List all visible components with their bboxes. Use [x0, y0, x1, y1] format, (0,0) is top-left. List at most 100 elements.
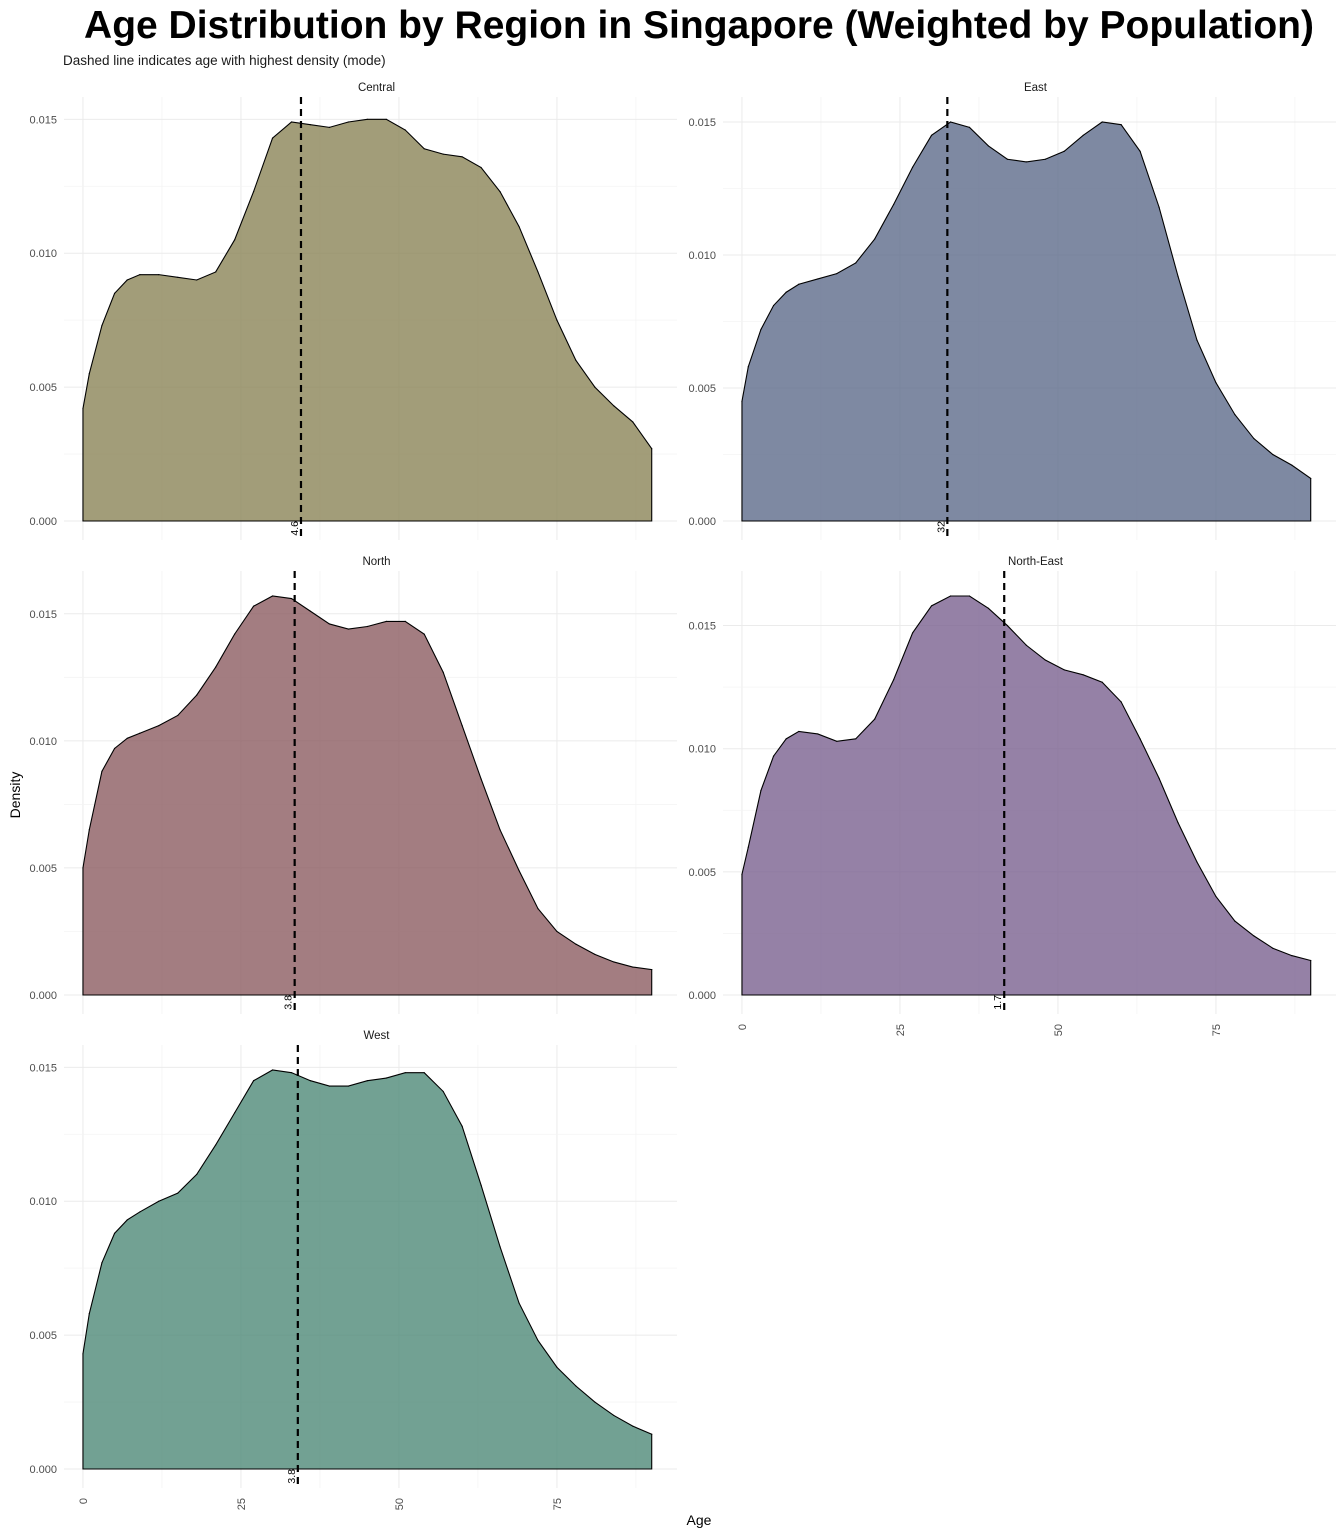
density-point: [537, 271, 539, 273]
density-point: [290, 1072, 293, 1074]
density-point: [461, 725, 463, 727]
y-tick-label: 0.005: [29, 1330, 57, 1342]
strip-label: North-East: [1008, 556, 1064, 568]
x-tick-label: 25: [236, 1498, 248, 1510]
y-tick-label: 0.010: [29, 736, 57, 748]
density-point: [1234, 414, 1236, 416]
y-tick-label: 0.015: [29, 609, 57, 621]
density-point: [1025, 644, 1027, 646]
density-point: [1044, 659, 1046, 661]
y-tick-label: 0.015: [29, 1062, 57, 1074]
strip-label: East: [1024, 82, 1048, 94]
x-tick-label: 50: [1053, 1024, 1065, 1036]
mode-label: 1.7: [992, 995, 1004, 1010]
density-point: [215, 666, 217, 668]
density-point: [404, 129, 406, 131]
density-point: [366, 625, 368, 628]
density-point: [234, 633, 236, 635]
density-points-east: [741, 121, 1312, 480]
density-point: [930, 605, 933, 607]
density-point: [1177, 821, 1179, 824]
density-point: [1215, 895, 1217, 898]
density-point: [798, 730, 800, 733]
density-point: [741, 873, 743, 875]
y-tick-label: 0.010: [29, 248, 57, 260]
density-point: [385, 1077, 387, 1079]
density-point: [949, 595, 952, 597]
density-point: [82, 407, 84, 410]
density-point: [82, 1353, 84, 1355]
density-point: [1139, 738, 1141, 740]
density-point: [442, 1090, 444, 1093]
density-point: [328, 623, 331, 625]
density-point: [499, 1246, 501, 1248]
density-point: [651, 448, 653, 450]
density-point: [347, 121, 349, 123]
density-point: [930, 134, 933, 136]
density-points-central: [82, 118, 653, 450]
density-point: [480, 778, 482, 780]
density-point: [855, 262, 857, 264]
density-point: [215, 1144, 217, 1146]
density-point: [461, 1125, 463, 1127]
density-point: [423, 633, 425, 635]
density-point: [987, 607, 990, 609]
density-area-central: [82, 118, 653, 522]
density-point: [113, 1232, 116, 1234]
density-point: [499, 191, 501, 193]
y-tick-label: 0.010: [688, 744, 716, 756]
density-area-west: [82, 1069, 653, 1470]
y-tick-label: 0.015: [688, 621, 716, 633]
y-axis-title: Density: [7, 772, 23, 819]
density-point: [271, 595, 274, 597]
density-point: [1291, 954, 1293, 957]
chart-subtitle: Dashed line indicates age with highest d…: [63, 53, 386, 68]
density-point: [968, 595, 971, 597]
y-tick-label: 0.005: [29, 863, 57, 875]
strip-label: West: [364, 1030, 391, 1042]
density-point: [139, 274, 141, 276]
density-point: [196, 279, 198, 281]
density-point: [366, 118, 368, 120]
density-point: [613, 405, 615, 407]
density-point: [177, 276, 179, 278]
density-point: [594, 953, 596, 955]
density-point: [252, 191, 255, 193]
density-point: [968, 126, 971, 128]
density-point: [1310, 959, 1312, 962]
density-area-north-east: [741, 595, 1312, 996]
density-point: [817, 278, 819, 280]
x-tick-label: 75: [552, 1498, 564, 1510]
y-tick-label: 0.005: [688, 383, 716, 395]
density-point: [874, 238, 876, 240]
strip-label: North: [362, 556, 390, 568]
density-point: [385, 118, 387, 120]
density-point: [385, 620, 387, 623]
density-point: [252, 605, 255, 607]
density-point: [1120, 701, 1122, 703]
density-point: [126, 279, 128, 281]
density-point: [347, 1085, 349, 1087]
density-point: [1253, 935, 1255, 937]
mode-label: 3.8: [286, 1469, 298, 1484]
density-point: [126, 737, 128, 739]
density-point: [1120, 124, 1122, 126]
panel-north: 3.8 North 0.000 0.005 0.010 0.015: [29, 556, 677, 1014]
density-point: [518, 869, 520, 872]
density-point: [1006, 158, 1008, 160]
density-point: [785, 291, 787, 293]
facet-panels: 4.6 Central 0.000 0.005 0.010 0.015 32 East 0.00…: [29, 82, 1336, 1510]
density-point: [252, 1080, 255, 1082]
mode-label: 32: [935, 521, 947, 533]
y-tick-label: 0.005: [29, 382, 57, 394]
density-point: [987, 145, 990, 147]
density-point: [480, 1184, 482, 1186]
density-point: [158, 725, 160, 727]
density-point: [139, 1211, 141, 1213]
density-point: [404, 620, 406, 623]
density-point: [911, 166, 914, 168]
y-tick-label: 0.000: [29, 516, 57, 528]
density-point: [632, 966, 634, 968]
density-point: [309, 124, 312, 126]
